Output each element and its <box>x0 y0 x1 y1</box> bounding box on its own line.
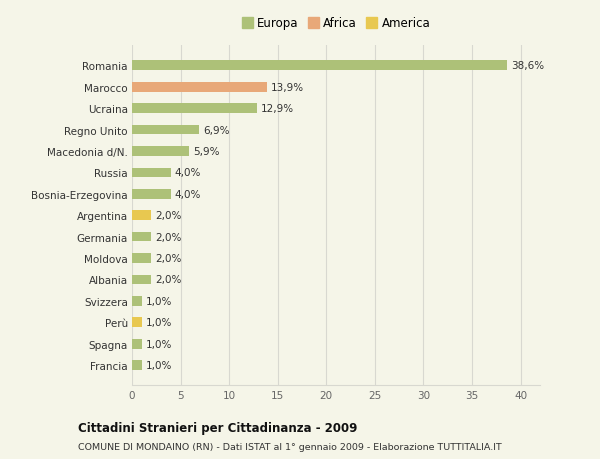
Text: 1,0%: 1,0% <box>146 318 172 328</box>
Bar <box>132 62 507 71</box>
Bar <box>132 339 142 349</box>
Bar <box>132 254 151 263</box>
Text: 6,9%: 6,9% <box>203 125 229 135</box>
Text: 13,9%: 13,9% <box>271 83 304 93</box>
Bar <box>132 147 190 157</box>
Text: 2,0%: 2,0% <box>155 253 182 263</box>
Text: Cittadini Stranieri per Cittadinanza - 2009: Cittadini Stranieri per Cittadinanza - 2… <box>78 421 358 434</box>
Bar <box>132 190 171 199</box>
Text: 38,6%: 38,6% <box>511 61 544 71</box>
Text: COMUNE DI MONDAINO (RN) - Dati ISTAT al 1° gennaio 2009 - Elaborazione TUTTITALI: COMUNE DI MONDAINO (RN) - Dati ISTAT al … <box>78 442 502 451</box>
Bar <box>132 168 171 178</box>
Text: 2,0%: 2,0% <box>155 275 182 285</box>
Bar <box>132 211 151 220</box>
Text: 12,9%: 12,9% <box>261 104 295 114</box>
Text: 4,0%: 4,0% <box>175 168 201 178</box>
Text: 1,0%: 1,0% <box>146 360 172 370</box>
Bar <box>132 125 199 135</box>
Text: 2,0%: 2,0% <box>155 232 182 242</box>
Legend: Europa, Africa, America: Europa, Africa, America <box>239 14 433 32</box>
Bar <box>132 360 142 370</box>
Text: 1,0%: 1,0% <box>146 296 172 306</box>
Bar <box>132 297 142 306</box>
Text: 5,9%: 5,9% <box>193 146 220 157</box>
Bar <box>132 232 151 242</box>
Bar <box>132 275 151 285</box>
Text: 4,0%: 4,0% <box>175 190 201 199</box>
Bar <box>132 83 267 92</box>
Text: 1,0%: 1,0% <box>146 339 172 349</box>
Bar <box>132 104 257 114</box>
Bar <box>132 318 142 327</box>
Text: 2,0%: 2,0% <box>155 211 182 221</box>
